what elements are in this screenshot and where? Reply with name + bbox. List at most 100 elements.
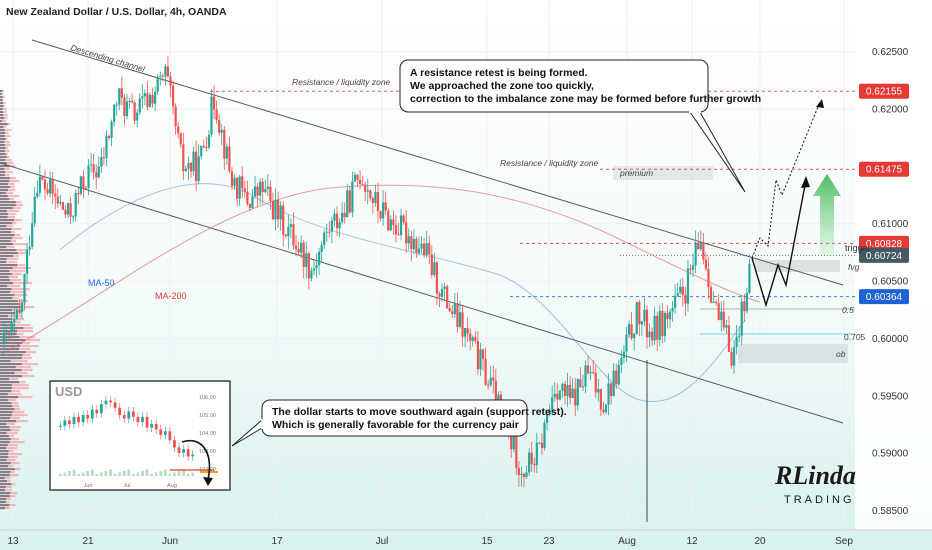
candle-body [584, 365, 587, 387]
candle-body [253, 186, 257, 197]
inset-volume-bar [154, 472, 158, 476]
volume-bar-dark [0, 435, 9, 438]
callout-top-box [399, 59, 709, 113]
candle-body [284, 234, 287, 237]
candle-body [333, 213, 336, 221]
candle-body [130, 101, 134, 103]
candle-body [276, 199, 280, 220]
candle-body [25, 249, 29, 274]
candle-body [307, 253, 310, 279]
candle-body [15, 309, 18, 319]
candle-body [663, 313, 667, 337]
volume-bar-dark [0, 294, 15, 297]
candle-body [102, 157, 106, 159]
inset-candle-body [81, 415, 85, 423]
candle-body [581, 386, 585, 388]
volume-profile [0, 90, 41, 510]
candle-body [238, 176, 241, 199]
volume-bar-red [0, 432, 18, 435]
candle-body [74, 193, 77, 217]
time-tick-label: 12 [686, 536, 698, 547]
candle-body [156, 76, 159, 92]
volume-bar-dark [0, 198, 10, 201]
candle-body [620, 357, 623, 365]
candle-body [151, 94, 154, 104]
candle-body [182, 144, 185, 172]
candle-body [592, 372, 595, 374]
candle-body [610, 383, 613, 397]
candle-body [343, 212, 346, 218]
candle-body [453, 303, 456, 314]
candle-body [374, 192, 377, 204]
candle-body [430, 254, 433, 275]
candle-body [428, 243, 431, 255]
volume-bar-dark [0, 315, 9, 318]
volume-bar-red [0, 141, 10, 144]
price-level-tag-text: 0.60724 [866, 251, 903, 262]
volume-bar-dark [0, 279, 10, 282]
volume-bar-dark [0, 384, 12, 387]
candle-body [743, 301, 746, 312]
candle-body [643, 309, 646, 322]
candle-body [107, 135, 111, 138]
inset-candle-body [141, 416, 144, 423]
callout-bottom-box [261, 399, 528, 437]
candle-body [484, 358, 487, 385]
candle-body [545, 414, 549, 423]
volume-bar-dark [0, 141, 5, 144]
volume-bar-dark [0, 102, 4, 105]
inset-volume-bar [141, 471, 144, 476]
candle-body [97, 166, 100, 178]
candle-body [120, 88, 123, 98]
callout-bottom: The dollar starts to move southward agai… [231, 399, 567, 447]
inset-candle-body [154, 424, 158, 430]
candle-body [476, 341, 480, 370]
candle-body [471, 337, 474, 341]
candle-body [174, 106, 177, 127]
candle-body [676, 293, 679, 296]
candle-body [704, 259, 707, 269]
inset-y-tick: 105.00 [199, 413, 216, 419]
candle-body [671, 307, 674, 312]
candle-body [161, 75, 164, 77]
candle-body [66, 203, 70, 215]
candle-body [69, 203, 72, 217]
inset-volume-bar [168, 474, 172, 476]
volume-bar-dark [0, 399, 9, 402]
zone1-label: Resistance / liquidity zone [292, 77, 391, 87]
inset-volume-bar [186, 474, 190, 476]
callout-top-line3: correction to the imbalance zone may be … [410, 93, 761, 105]
volume-bar-dark [0, 306, 21, 309]
volume-bar-red [0, 423, 16, 426]
volume-bar-red [0, 447, 18, 450]
candle-body [218, 119, 221, 133]
candle-body [251, 196, 254, 208]
volume-bar-dark [0, 429, 11, 432]
candle-body [691, 265, 695, 270]
price-level-tag [859, 83, 909, 99]
volume-bar-dark [0, 225, 7, 228]
candle-body [289, 224, 293, 227]
volume-bar-dark [0, 420, 17, 423]
inset-candle-body [182, 449, 185, 453]
inset-volume-bar [72, 469, 76, 476]
candle-body [563, 383, 567, 396]
volume-bar-red [0, 486, 12, 489]
volume-bar-red [0, 285, 21, 288]
candle-body [28, 246, 31, 250]
candle-body [617, 364, 620, 385]
candle-body [382, 202, 385, 219]
candle-body [279, 205, 282, 220]
candle-body [558, 390, 561, 400]
volume-bar-red [0, 168, 10, 171]
candle-body [228, 146, 231, 172]
candle-body [548, 409, 551, 415]
volume-bar-dark [0, 486, 6, 489]
price-level-lines [210, 90, 855, 335]
volume-bar-dark [0, 132, 5, 135]
inset-volume-bar [68, 471, 71, 476]
candle-body [648, 331, 651, 338]
price-tick-label: 0.61000 [872, 219, 909, 230]
